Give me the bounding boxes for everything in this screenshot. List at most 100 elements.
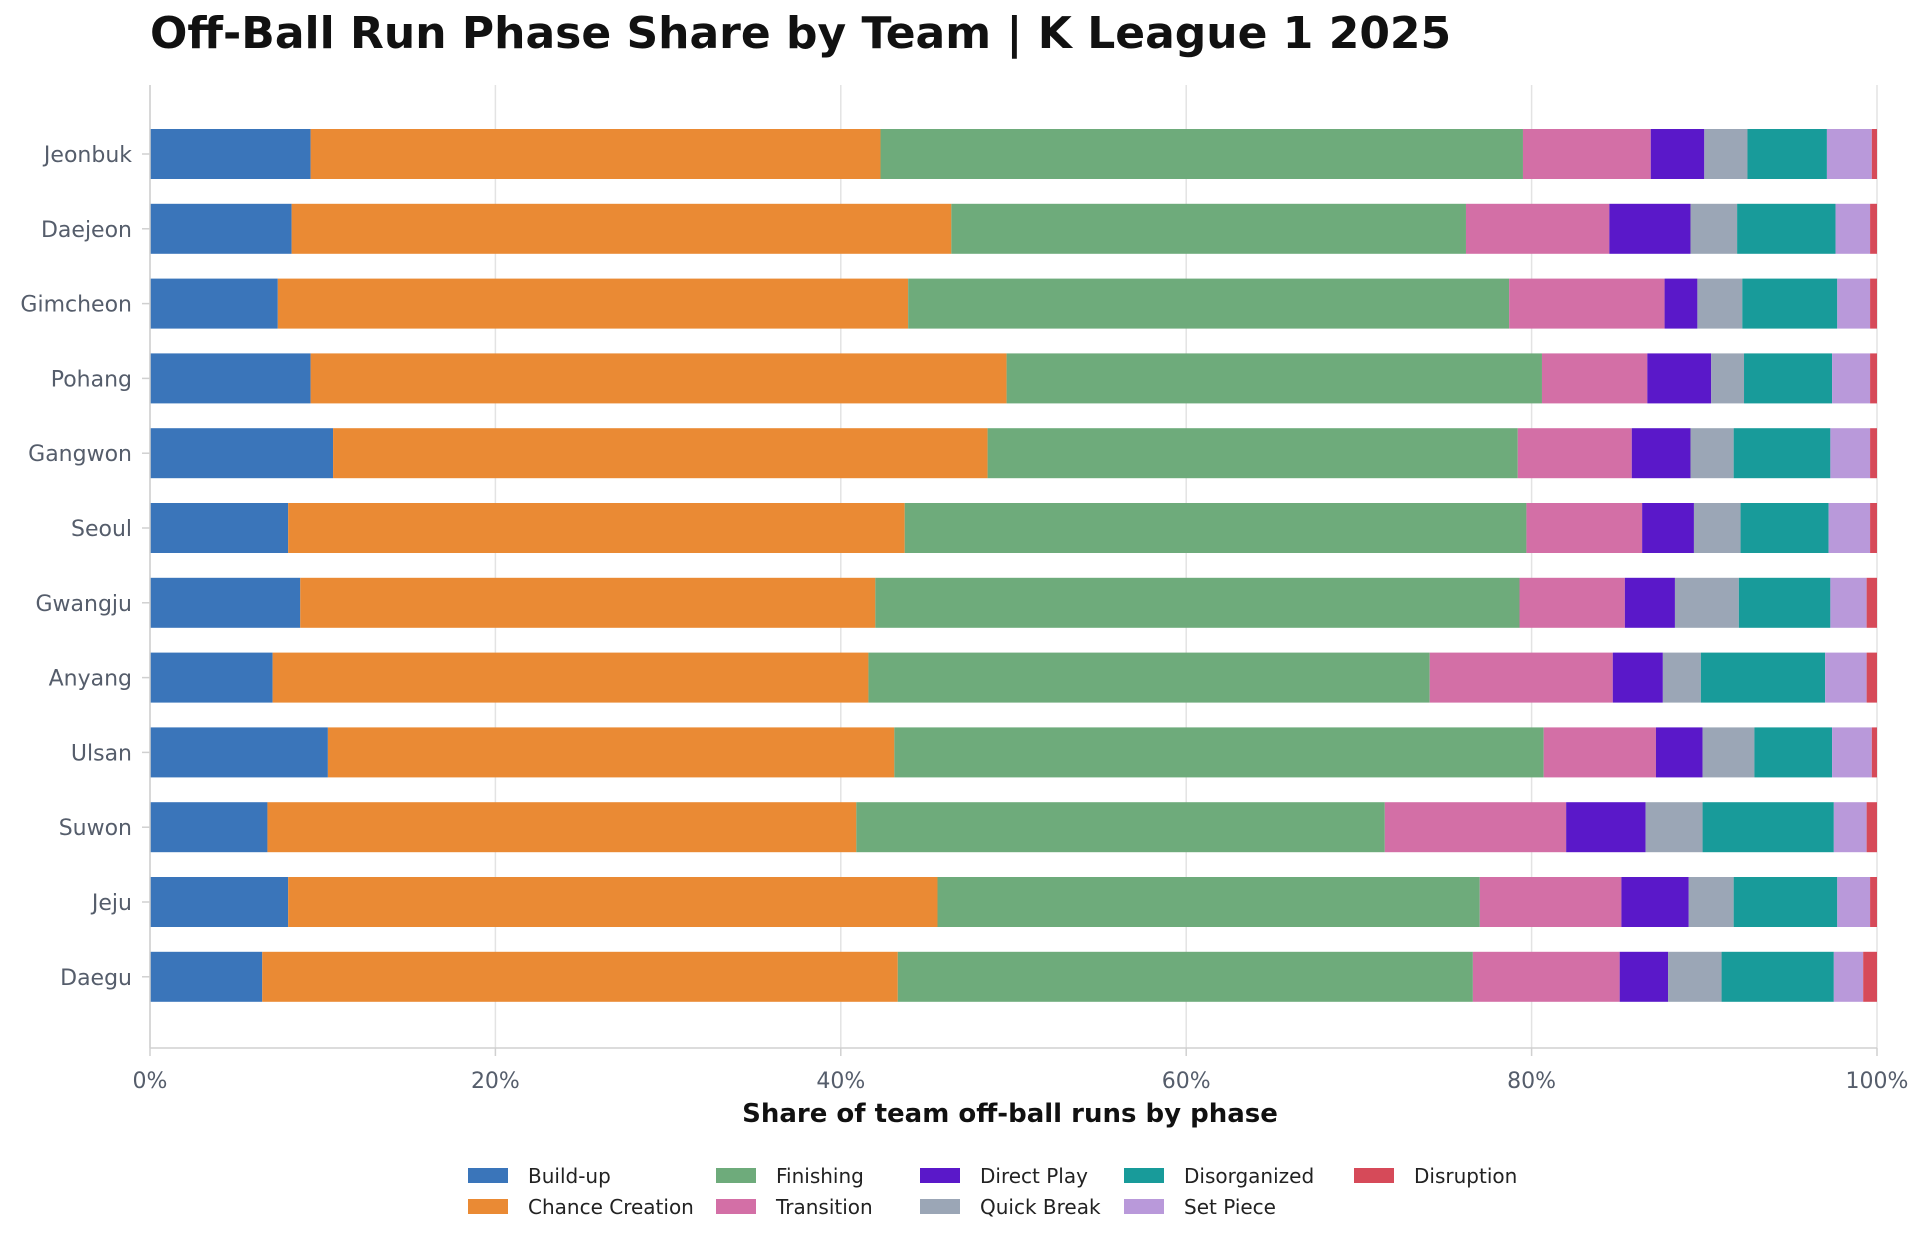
legend-swatch [1124,1199,1164,1214]
legend-swatch [1354,1168,1394,1183]
bar-jeju-disorganized [1733,877,1838,927]
bar-suwon-disruption [1866,802,1877,853]
bar-gimcheon-quick-break [1697,278,1743,329]
bar-gangwon-direct-play [1631,428,1691,479]
bar-ulsan-transition [1543,727,1656,778]
bar-gwangju-quick-break [1674,577,1739,628]
bar-gwangju-build-up [150,577,301,628]
bar-suwon-quick-break [1645,802,1703,853]
x-tick-labels: 0% 20% 40% 60% 80% 100% [133,1069,1909,1094]
bar-jeonbuk-chance-creation [310,129,881,179]
bar-daegu-quick-break [1668,951,1722,1002]
bar-jeju-direct-play [1621,877,1689,927]
bar-gangwon-chance-creation [333,428,988,479]
bar-jeju-disruption [1870,877,1877,927]
legend: Build-up Finishing Direct Play Disorganized… [468,1160,1588,1222]
legend-label: Build-up [528,1163,611,1188]
legend-swatch [1124,1168,1164,1183]
bar-suwon-set-piece [1833,802,1867,853]
legend-item-finishing: Finishing [716,1160,920,1191]
bar-pohang-set-piece [1832,353,1871,404]
bar-daegu-finishing [897,951,1473,1002]
bar-seoul-disorganized [1740,503,1829,553]
x-axis-label: Share of team off-ball runs by phase [742,1099,1278,1129]
bar-jeju-chance-creation [288,877,938,927]
legend-label: Chance Creation [528,1194,694,1219]
bar-gangwon-finishing [987,428,1518,479]
bar-pohang-quick-break [1711,353,1745,404]
legend-label: Direct Play [980,1163,1088,1188]
bar-seoul-transition [1526,503,1643,553]
bar-seoul-build-up [150,503,289,553]
bar-daejeon-disorganized [1737,203,1836,254]
bar-seoul-direct-play [1642,503,1694,553]
y-tick-label: Anyang [49,667,132,692]
legend-label: Transition [776,1194,873,1219]
bar-daejeon-set-piece [1835,203,1871,254]
bar-daegu-chance-creation [262,951,898,1002]
bar-anyang-quick-break [1662,652,1701,703]
bar-gimcheon-set-piece [1837,278,1871,329]
x-tick-label: 100% [1846,1069,1909,1094]
bar-gangwon-disruption [1870,428,1877,479]
stacked-bar-chart: Jeonbuk Daejeon Gimcheon Pohang Gangwon Seoul… [20,85,1909,1129]
bar-ulsan-chance-creation [327,727,895,778]
y-tick-label: Suwon [59,816,132,841]
legend-item-chance-creation: Chance Creation [468,1191,716,1222]
bar-ulsan-finishing [894,727,1544,778]
bar-gimcheon-chance-creation [277,278,909,329]
legend-item-build-up: Build-up [468,1160,716,1191]
axes [142,85,1878,1056]
bar-seoul-set-piece [1828,503,1871,553]
bar-pohang-transition [1541,353,1648,404]
bar-daegu-build-up [150,951,263,1002]
bar-seoul-finishing [904,503,1527,553]
y-tick-label: Daejeon [41,218,132,243]
bar-jeju-quick-break [1688,877,1734,927]
y-tick-label: Jeju [90,891,132,916]
chart-title: Off-Ball Run Phase Share by Team | K Lea… [150,8,1452,59]
legend-label: Finishing [776,1163,864,1188]
legend-label: Disorganized [1184,1163,1315,1188]
bar-daejeon-chance-creation [291,203,952,254]
bar-jeonbuk-quick-break [1704,129,1748,179]
bar-ulsan-set-piece [1832,727,1872,778]
legend-swatch [716,1199,756,1214]
bar-ulsan-disruption [1871,727,1877,778]
bar-gwangju-chance-creation [300,577,876,628]
bar-gwangju-transition [1519,577,1625,628]
bar-jeonbuk-disorganized [1747,129,1827,179]
bar-jeju-build-up [150,877,289,927]
legend-label: Set Piece [1184,1194,1276,1219]
legend-swatch [468,1199,508,1214]
bar-anyang-build-up [150,652,273,703]
y-tick-label: Gangwon [28,442,132,467]
bar-gwangju-disruption [1866,577,1877,628]
x-tick-label: 20% [471,1069,520,1094]
legend-label: Quick Break [980,1194,1101,1219]
legend-item-disruption: Disruption [1354,1160,1554,1191]
legend-swatch [468,1168,508,1183]
bar-anyang-transition [1429,652,1613,703]
bar-daegu-direct-play [1619,951,1669,1002]
bar-jeonbuk-build-up [150,129,311,179]
y-tick-label: Ulsan [71,741,132,766]
bar-gwangju-set-piece [1830,577,1867,628]
bar-anyang-chance-creation [272,652,869,703]
bar-daejeon-build-up [150,203,292,254]
legend-item-quick-break: Quick Break [920,1191,1124,1222]
bar-jeonbuk-set-piece [1826,129,1872,179]
bar-gimcheon-build-up [150,278,278,329]
bar-gimcheon-transition [1509,278,1665,329]
bar-anyang-set-piece [1825,652,1867,703]
legend-item-direct-play: Direct Play [920,1160,1124,1191]
bar-gangwon-build-up [150,428,334,479]
legend-swatch [716,1168,756,1183]
bar-jeonbuk-disruption [1871,129,1877,179]
bar-suwon-build-up [150,802,268,853]
y-tick-label: Gwangju [36,592,133,617]
bar-daejeon-transition [1465,203,1610,254]
legend-empty-slot [1354,1191,1554,1222]
bar-jeju-set-piece [1837,877,1871,927]
y-tick-label: Seoul [71,517,132,542]
